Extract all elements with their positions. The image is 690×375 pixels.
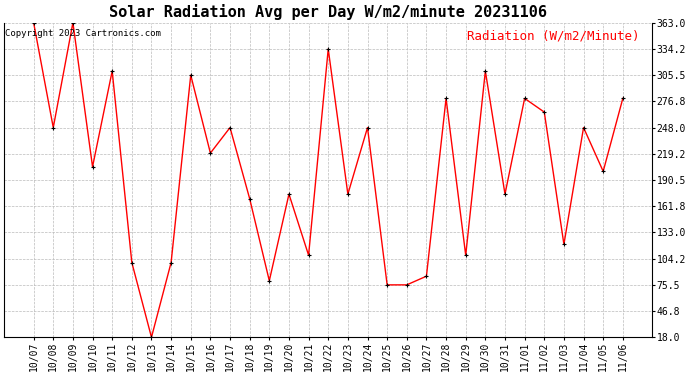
Point	[264, 278, 275, 284]
Point	[126, 260, 137, 266]
Point	[382, 282, 393, 288]
Point	[480, 68, 491, 74]
Point	[598, 168, 609, 174]
Point	[185, 72, 196, 78]
Point	[48, 124, 59, 130]
Point	[440, 95, 451, 101]
Point	[28, 20, 39, 26]
Point	[68, 20, 79, 26]
Title: Solar Radiation Avg per Day W/m2/minute 20231106: Solar Radiation Avg per Day W/m2/minute …	[109, 4, 547, 20]
Point	[519, 95, 530, 101]
Point	[402, 282, 413, 288]
Point	[303, 252, 314, 258]
Point	[618, 95, 629, 101]
Point	[244, 196, 255, 202]
Point	[460, 252, 471, 258]
Point	[205, 150, 216, 156]
Text: Copyright 2023 Cartronics.com: Copyright 2023 Cartronics.com	[6, 29, 161, 38]
Text: Radiation (W/m2/Minute): Radiation (W/m2/Minute)	[467, 29, 640, 42]
Point	[224, 124, 235, 130]
Point	[342, 191, 353, 197]
Point	[166, 260, 177, 266]
Point	[421, 273, 432, 279]
Point	[87, 164, 98, 170]
Point	[362, 124, 373, 130]
Point	[539, 109, 550, 115]
Point	[500, 191, 511, 197]
Point	[146, 334, 157, 340]
Point	[578, 124, 589, 130]
Point	[323, 46, 334, 52]
Point	[284, 191, 295, 197]
Point	[107, 68, 118, 74]
Point	[558, 241, 569, 247]
